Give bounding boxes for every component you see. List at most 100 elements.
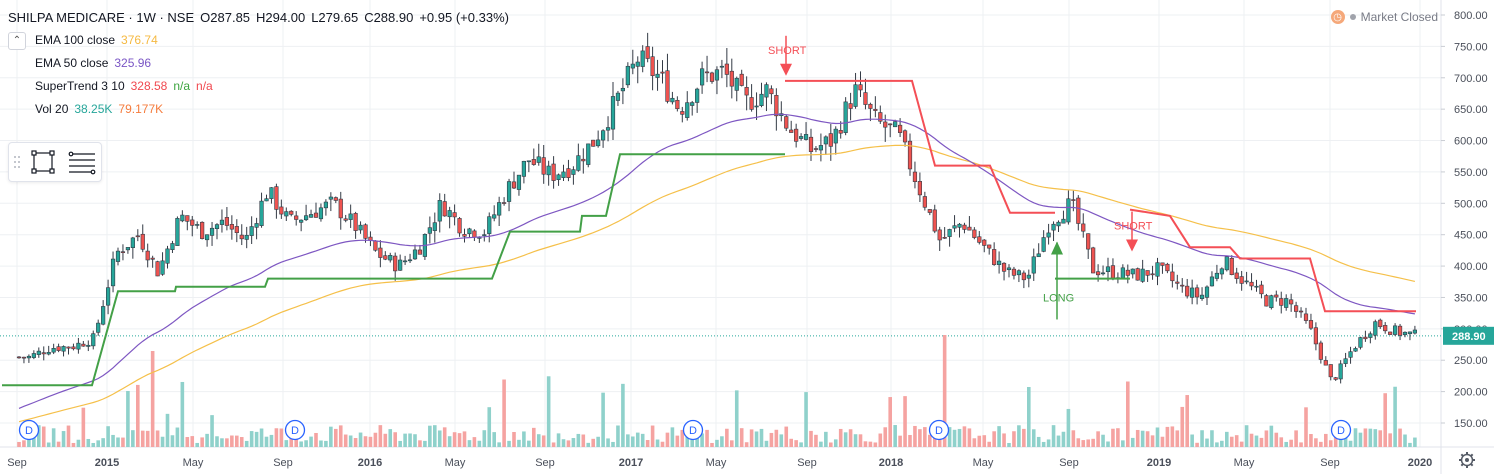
- candle-body: [185, 215, 190, 222]
- candle-body: [457, 218, 462, 234]
- candle: [200, 221, 205, 240]
- volume-bar: [358, 432, 363, 447]
- dividend-marker[interactable]: D: [18, 419, 40, 441]
- volume-bar: [903, 396, 907, 447]
- volume-bar: [858, 434, 863, 447]
- volume-bar: [581, 434, 586, 447]
- candle: [521, 160, 526, 184]
- volume-bar: [314, 432, 318, 447]
- candle: [744, 76, 749, 111]
- indicator-ema100[interactable]: ⌃ EMA 100 close 376.74: [8, 29, 509, 52]
- candle: [685, 91, 690, 121]
- dividend-marker[interactable]: D: [682, 419, 704, 441]
- candle: [388, 252, 393, 263]
- volume-bar: [274, 428, 279, 447]
- candle-body: [259, 200, 264, 226]
- volume-bar: [284, 440, 289, 447]
- price-tick-label: 350.00: [1454, 292, 1488, 304]
- candle-body: [561, 171, 566, 178]
- volume-bar: [428, 425, 432, 447]
- volume-bar: [561, 439, 566, 447]
- candle-body: [962, 224, 967, 230]
- candle-body: [294, 215, 299, 220]
- candle-body: [541, 157, 546, 175]
- indicator-ema50[interactable]: EMA 50 close 325.96: [35, 52, 509, 75]
- time-tick-label: May: [1234, 457, 1255, 469]
- volume-bar: [477, 440, 482, 447]
- candle-body: [531, 159, 536, 165]
- candle-body: [714, 69, 720, 81]
- candle: [1368, 331, 1373, 344]
- time-axis[interactable]: Sep 2015 May Sep 2016 May Sep 2017 May Sep 2018 May…: [7, 457, 1432, 469]
- candle-body: [719, 65, 724, 68]
- dividend-marker[interactable]: D: [928, 419, 950, 441]
- candle-body: [363, 224, 368, 239]
- candle: [417, 244, 423, 255]
- candle: [541, 145, 546, 184]
- candle-body: [784, 116, 789, 129]
- candle: [165, 245, 170, 269]
- indicator-name: EMA 50 close: [35, 56, 109, 70]
- candle: [1388, 331, 1393, 335]
- chevron-up-icon[interactable]: ⌃: [8, 31, 26, 50]
- volume-bar: [650, 425, 655, 447]
- indicator-value: n/a: [173, 79, 191, 93]
- horizontal-lines-tool-icon[interactable]: [68, 151, 96, 175]
- candle-body: [1254, 285, 1259, 288]
- price-axis[interactable]: 150.00200.00250.00300.00350.00400.00450.…: [1441, 10, 1494, 430]
- ema-100-path: [18, 144, 1416, 423]
- candle-body: [794, 128, 799, 142]
- market-status[interactable]: ◷ Market Closed: [1330, 10, 1438, 24]
- candle-body: [868, 103, 873, 109]
- candle-body: [219, 219, 225, 225]
- candle: [422, 233, 428, 260]
- indicator-volume[interactable]: Vol 20 38.25K 79.177K: [35, 98, 509, 121]
- dividend-marker[interactable]: D: [284, 419, 306, 441]
- candle-body: [650, 56, 655, 77]
- candle-body: [1180, 284, 1185, 287]
- volume-bar: [1096, 431, 1100, 447]
- candle: [600, 129, 606, 148]
- candle-body: [427, 227, 432, 234]
- candle: [1264, 293, 1269, 307]
- candle: [467, 227, 472, 238]
- candle-body: [1170, 271, 1175, 282]
- candle-body: [1185, 285, 1190, 297]
- candle-body: [91, 333, 96, 347]
- candle: [977, 231, 982, 245]
- candle-body: [1348, 351, 1353, 358]
- volume-bar: [1041, 441, 1046, 447]
- candle-body: [610, 96, 616, 130]
- time-tick-label: Sep: [535, 457, 555, 469]
- volume-bar: [1200, 430, 1204, 447]
- candle-body: [1076, 197, 1081, 224]
- candle-body: [1140, 268, 1145, 282]
- volume-bar: [433, 425, 437, 447]
- indicator-supertrend[interactable]: SuperTrend 3 10 328.58 n/a n/a: [35, 75, 509, 98]
- volume-bar: [591, 438, 595, 447]
- gear-icon[interactable]: [1459, 452, 1475, 468]
- volume-bar: [982, 435, 987, 447]
- drag-handle-icon[interactable]: [14, 156, 20, 168]
- candle: [1160, 262, 1165, 274]
- candle-body: [16, 356, 22, 359]
- candle-body: [190, 219, 195, 226]
- symbol-title[interactable]: SHILPA MEDICARE · 1W · NSE: [8, 10, 195, 25]
- candle-body: [1249, 281, 1254, 287]
- ohlc-open-value: 287.85: [210, 10, 251, 25]
- candle: [996, 251, 1002, 274]
- candle-body: [492, 214, 497, 219]
- candle-body: [888, 123, 893, 126]
- volume-bar: [1269, 425, 1274, 447]
- volume-bar: [1076, 438, 1081, 447]
- dividend-marker[interactable]: D: [1330, 419, 1352, 441]
- candle-body: [704, 71, 710, 74]
- candle: [407, 253, 413, 263]
- candle-body: [274, 186, 279, 210]
- rectangle-tool-icon[interactable]: [31, 150, 55, 174]
- candle-body: [774, 95, 779, 117]
- candle: [214, 223, 220, 240]
- price-tick-label: 650.00: [1454, 104, 1488, 116]
